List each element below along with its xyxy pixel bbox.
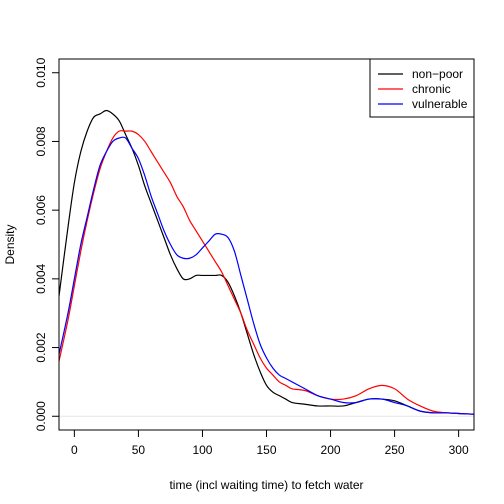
legend-box: [369, 58, 475, 118]
series-line-2: [59, 136, 474, 415]
series-layer: [59, 109, 474, 415]
y-tick-label: 0.002: [34, 332, 48, 362]
series-line-1: [59, 130, 474, 415]
x-tick-label: 150: [256, 443, 276, 457]
y-tick-label: 0.006: [34, 195, 48, 225]
x-axis-title: time (incl waiting time) to fetch water: [169, 478, 363, 492]
x-tick-label: 50: [132, 443, 146, 457]
y-tick-label: 0.004: [34, 264, 48, 294]
legend-label-0: non−poor: [412, 67, 463, 81]
legend-label-1: chronic: [412, 82, 451, 96]
x-tick-label: 100: [192, 443, 212, 457]
legend-label-2: vulnerable: [412, 97, 468, 111]
y-axis-title: Density: [3, 224, 17, 264]
y-tick-label: 0.000: [34, 401, 48, 431]
x-tick-label: 200: [321, 443, 341, 457]
x-tick-label: 300: [449, 443, 469, 457]
y-tick-label: 0.008: [34, 126, 48, 156]
x-tick-label: 250: [385, 443, 405, 457]
x-tick-label: 0: [71, 443, 78, 457]
axes-layer: 0 50 100 150 200 250 300 0.000 0.002 0.004 0.006 0.…: [34, 57, 469, 457]
y-tick-label: 0.010: [34, 57, 48, 87]
